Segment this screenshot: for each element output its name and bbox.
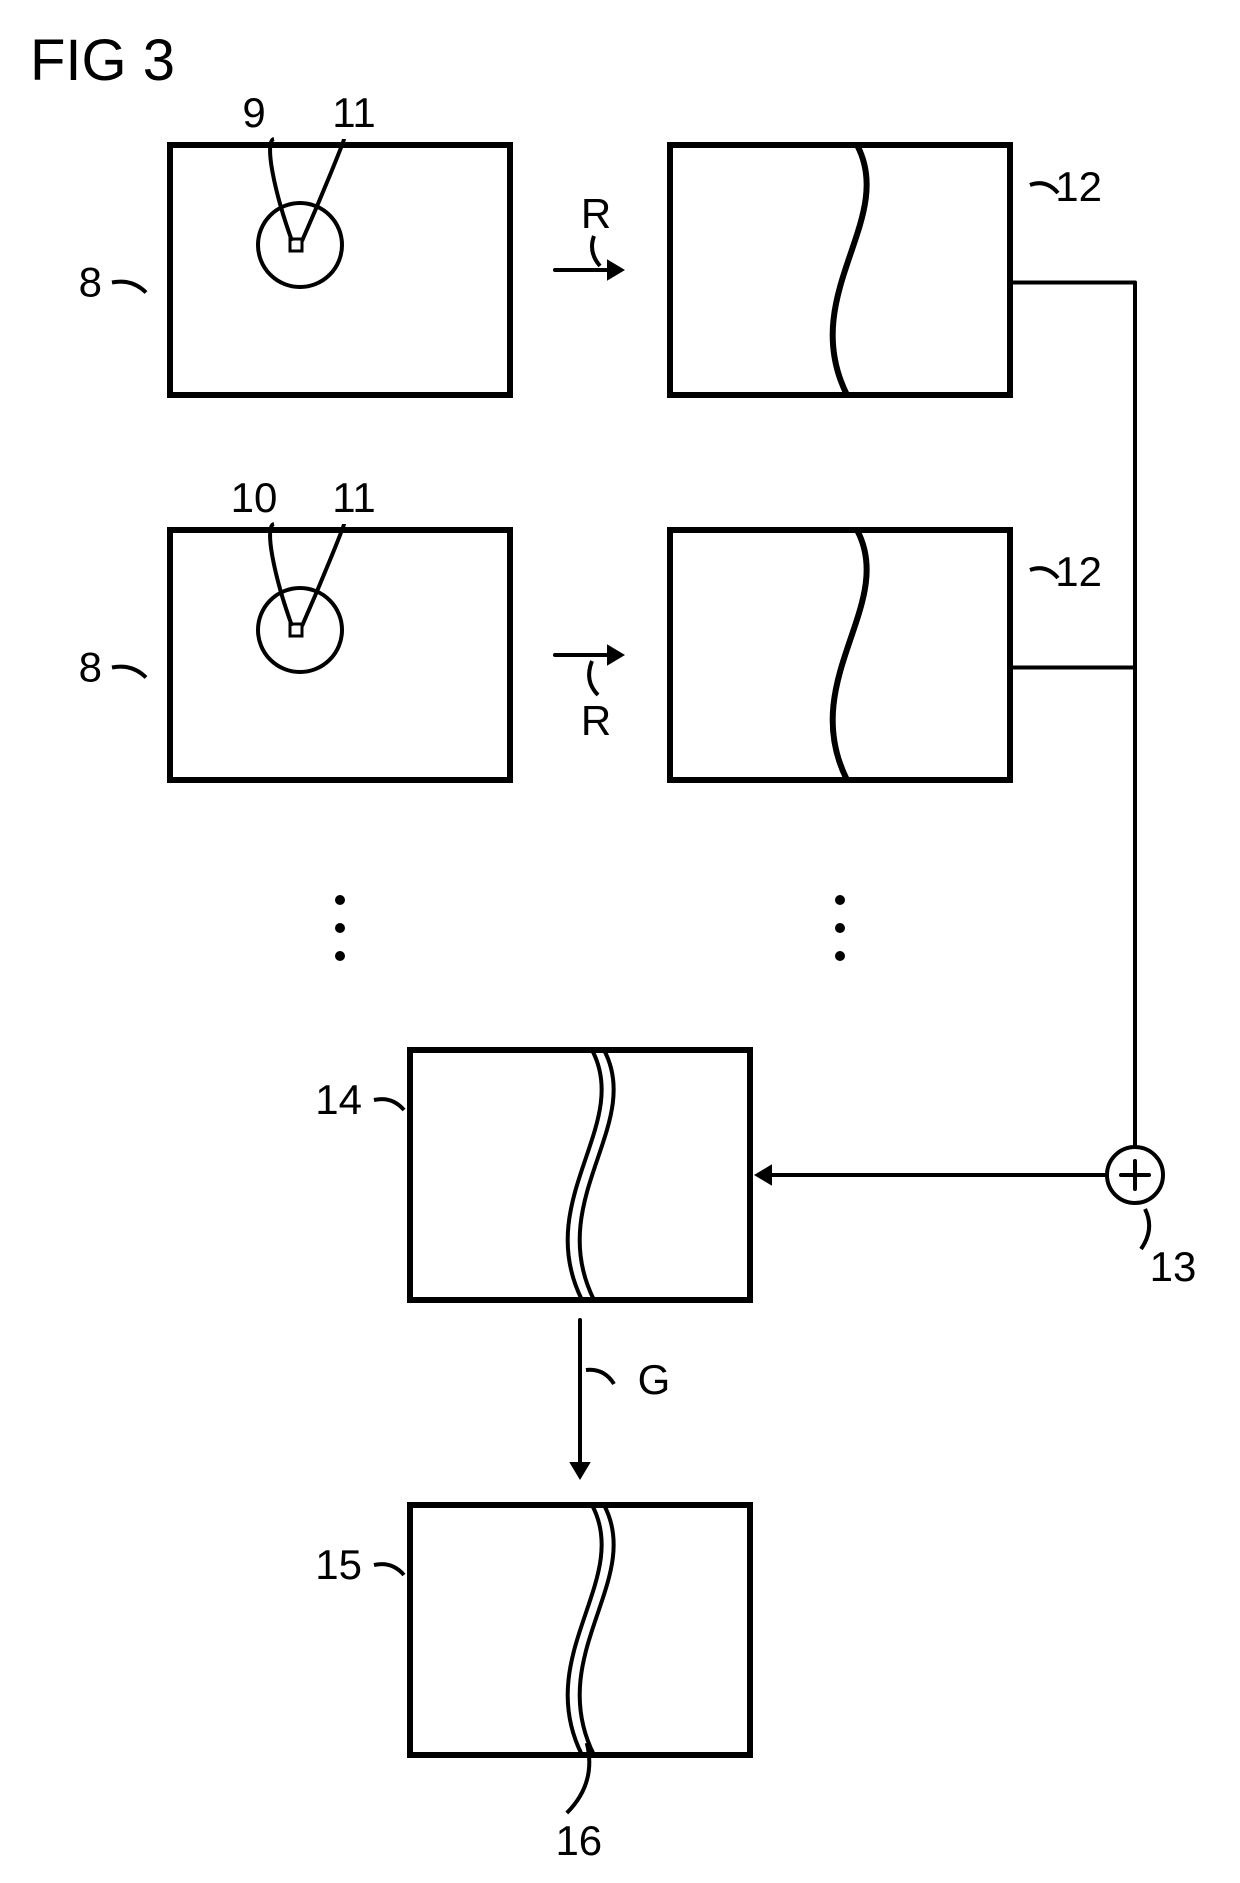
arrow-label: R bbox=[581, 190, 611, 237]
ellipsis-dot bbox=[335, 923, 345, 933]
ellipsis-dot bbox=[835, 923, 845, 933]
ref-label: 10 bbox=[231, 474, 278, 521]
ref-label: 14 bbox=[315, 1076, 362, 1123]
s-curve bbox=[833, 145, 867, 395]
ellipsis-dot bbox=[835, 951, 845, 961]
ref-label: 8 bbox=[79, 259, 102, 306]
ref-label: 11 bbox=[332, 474, 376, 521]
target-circle bbox=[258, 588, 342, 672]
arrow-label: G bbox=[638, 1356, 671, 1403]
target-circle bbox=[258, 203, 342, 287]
ref-label: 11 bbox=[332, 89, 376, 136]
ref-label: 13 bbox=[1150, 1243, 1197, 1290]
s-curve bbox=[833, 530, 867, 780]
ref-label: 16 bbox=[555, 1817, 602, 1864]
ref-label: 12 bbox=[1055, 548, 1102, 595]
ellipsis-dot bbox=[835, 895, 845, 905]
ref-label: 8 bbox=[79, 644, 102, 691]
arrow-label: R bbox=[581, 697, 611, 744]
ref-label: 9 bbox=[242, 89, 265, 136]
ref-label: 15 bbox=[315, 1541, 362, 1588]
ref-label: 12 bbox=[1055, 163, 1102, 210]
figure-title: FIG 3 bbox=[30, 28, 175, 93]
ellipsis-dot bbox=[335, 951, 345, 961]
ellipsis-dot bbox=[335, 895, 345, 905]
